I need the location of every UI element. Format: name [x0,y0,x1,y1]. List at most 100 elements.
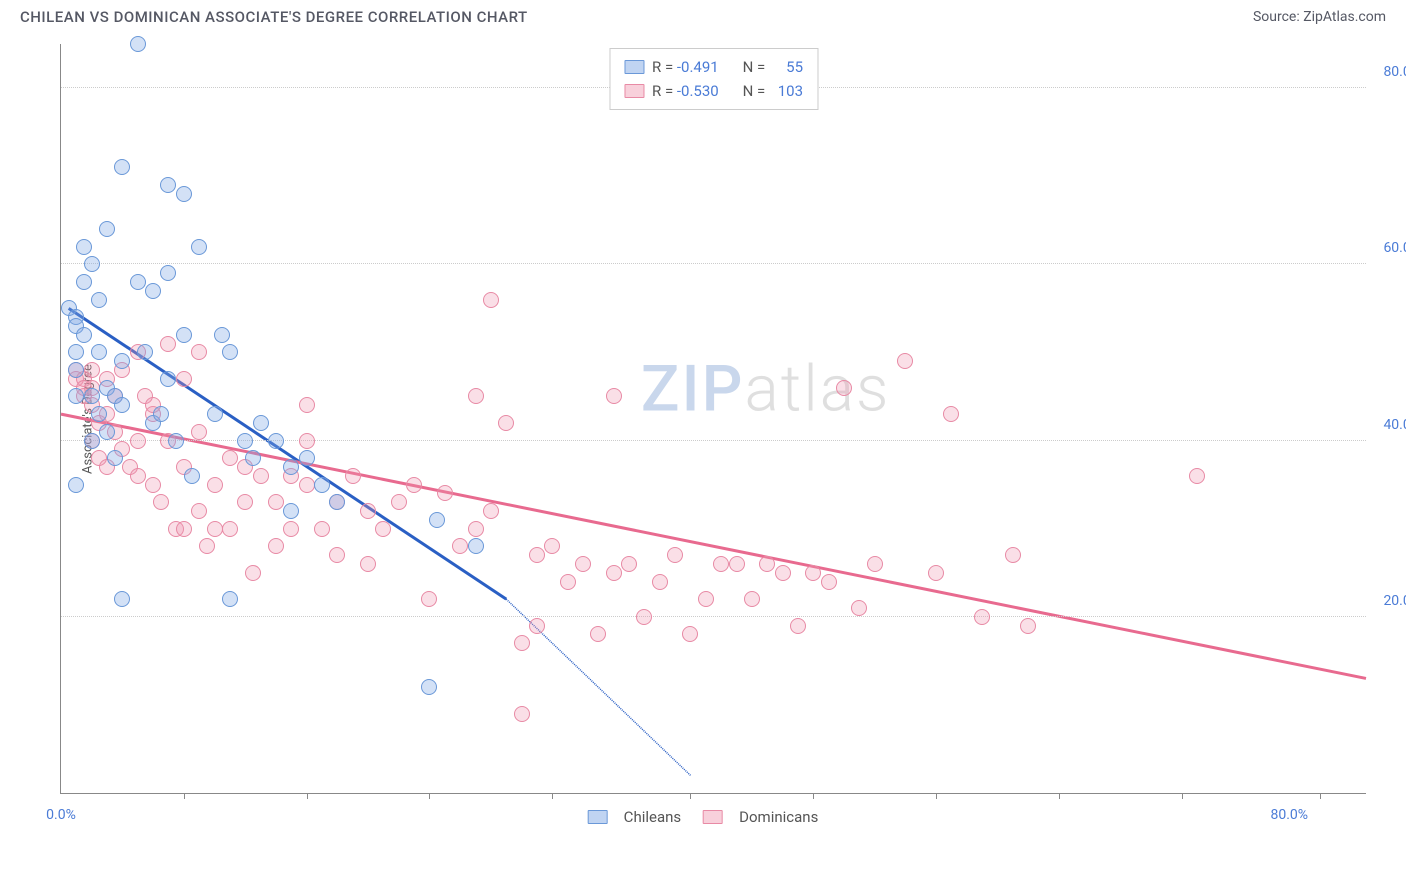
legend-series: Chileans Dominicans [588,808,819,826]
data-point [606,565,622,581]
y-tick-label: 40.0% [1383,417,1406,433]
data-point [137,344,153,360]
x-tick [184,793,185,799]
legend-item: Dominicans [703,808,818,826]
data-point [775,565,791,581]
r-value: -0.530 [677,79,739,103]
data-point [360,503,376,519]
data-point [329,547,345,563]
data-point [160,371,176,387]
data-point [391,494,407,510]
data-point [145,477,161,493]
x-tick [1320,793,1321,799]
data-point [191,424,207,440]
data-point [207,477,223,493]
data-point [76,274,92,290]
data-point [253,468,269,484]
series-name: Dominicans [739,808,818,826]
series-name: Chileans [624,808,681,826]
data-point [207,521,223,537]
data-point [667,547,683,563]
r-value: -0.491 [677,55,739,79]
chart-container: Associate's Degree ZIPatlas R = -0.491 N… [20,44,1386,844]
data-point [713,556,729,572]
data-point [76,327,92,343]
data-point [421,679,437,695]
n-value: 55 [769,55,803,79]
data-point [130,274,146,290]
data-point [652,574,668,590]
data-point [191,344,207,360]
legend-swatch [624,60,644,74]
data-point [114,353,130,369]
data-point [91,292,107,308]
data-point [1005,547,1021,563]
x-tick-label: 0.0% [46,807,76,823]
data-point [191,503,207,519]
data-point [130,468,146,484]
data-point [406,477,422,493]
watermark: ZIPatlas [641,351,891,426]
data-point [176,186,192,202]
data-point [483,292,499,308]
data-point [191,239,207,255]
data-point [245,565,261,581]
data-point [314,521,330,537]
data-point [851,600,867,616]
data-point [468,388,484,404]
data-point [168,433,184,449]
data-point [207,406,223,422]
data-point [299,450,315,466]
data-point [299,477,315,493]
r-label: R = [652,79,677,103]
data-point [606,388,622,404]
legend-stat-row: R = -0.530 N = 103 [624,79,803,103]
data-point [299,397,315,413]
data-point [468,538,484,554]
data-point [759,556,775,572]
x-tick [429,793,430,799]
data-point [237,494,253,510]
data-point [130,36,146,52]
data-point [214,327,230,343]
x-tick [552,793,553,799]
data-point [790,618,806,634]
data-point [268,433,284,449]
watermark-part2: atlas [744,351,890,426]
data-point [160,336,176,352]
data-point [590,626,606,642]
x-tick [1059,793,1060,799]
data-point [283,521,299,537]
x-tick [936,793,937,799]
data-point [184,468,200,484]
data-point [498,415,514,431]
data-point [160,265,176,281]
grid-line [61,616,1366,617]
data-point [199,538,215,554]
data-point [68,344,84,360]
data-point [299,433,315,449]
data-point [145,283,161,299]
legend-stats: R = -0.491 N = 55 R = -0.530 N = 103 [609,48,818,110]
data-point [130,433,146,449]
x-tick [690,793,691,799]
data-point [421,591,437,607]
data-point [452,538,468,554]
data-point [253,415,269,431]
data-point [268,494,284,510]
data-point [529,547,545,563]
x-tick [813,793,814,799]
data-point [514,635,530,651]
data-point [160,177,176,193]
data-point [560,574,576,590]
data-point [744,591,760,607]
data-point [222,521,238,537]
data-point [867,556,883,572]
data-point [237,433,253,449]
data-point [729,556,745,572]
data-point [1020,618,1036,634]
data-point [375,521,391,537]
plot-area: Associate's Degree ZIPatlas R = -0.491 N… [60,44,1366,794]
x-tick-label: 80.0% [1270,807,1308,823]
data-point [68,388,84,404]
